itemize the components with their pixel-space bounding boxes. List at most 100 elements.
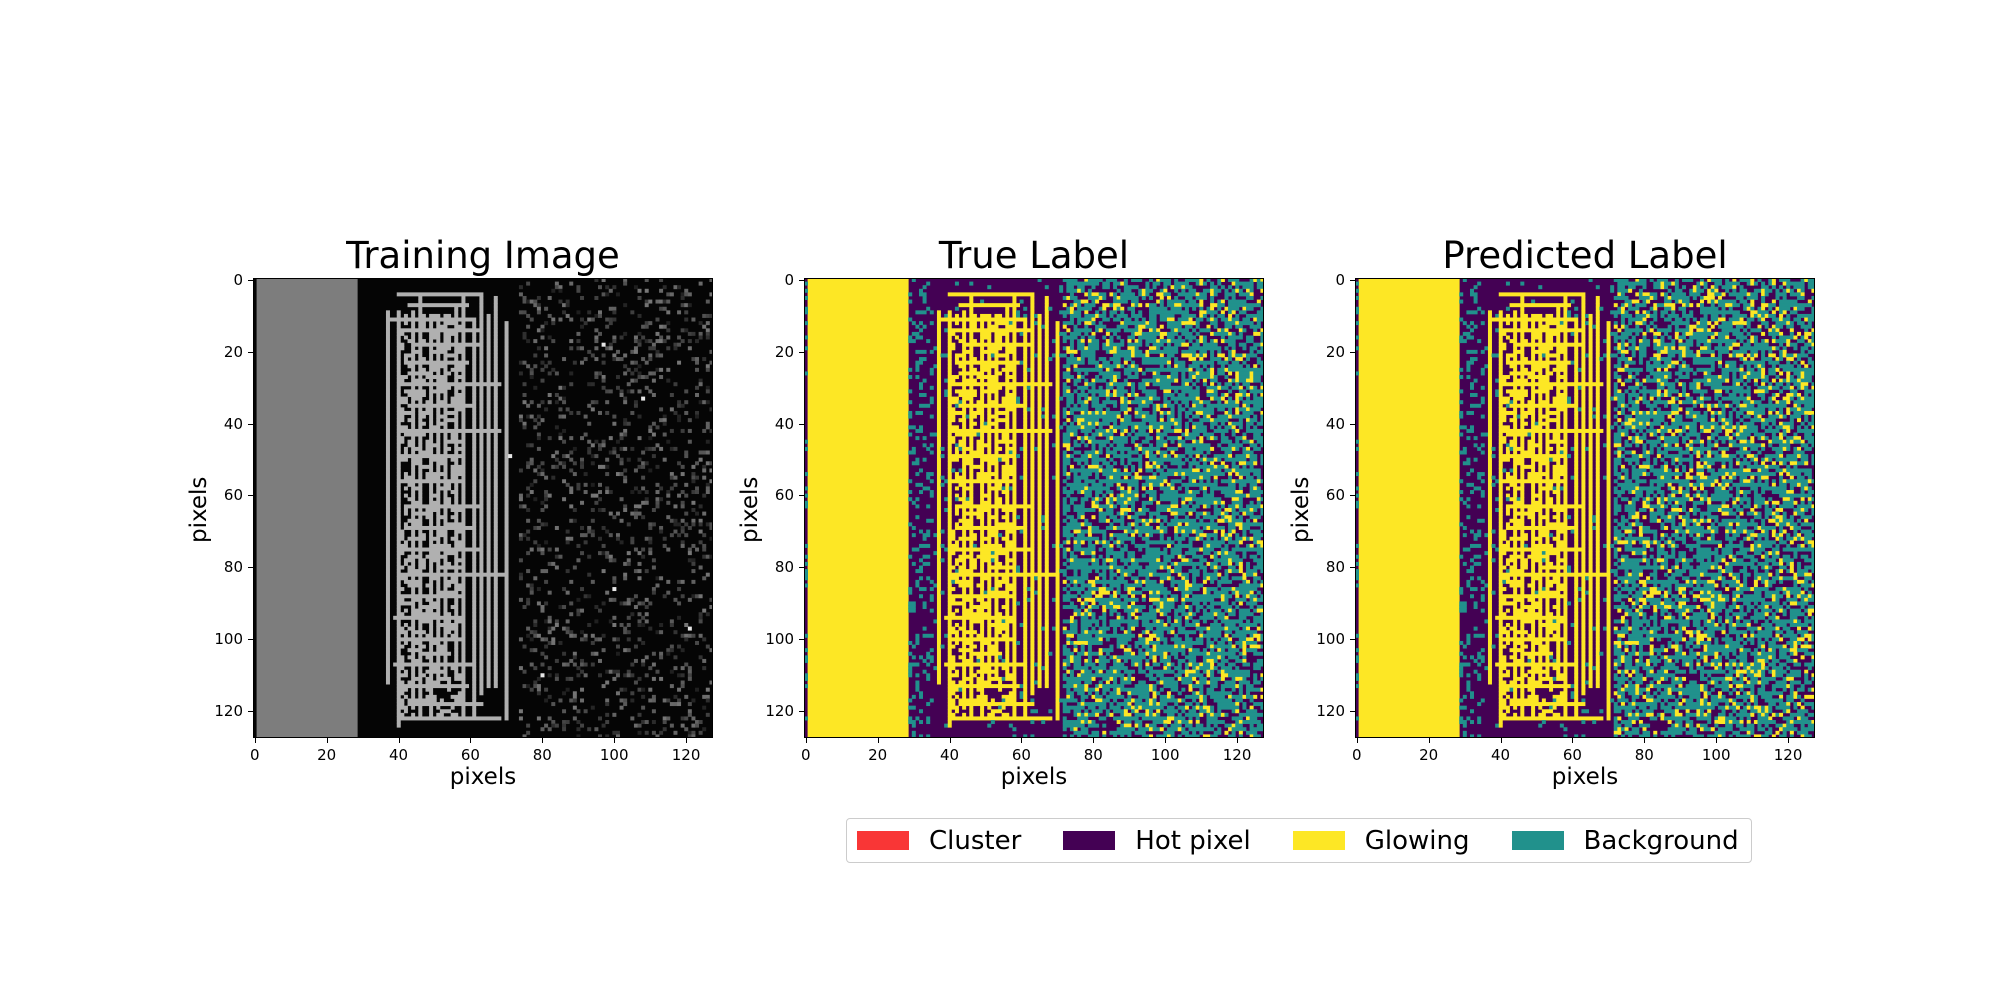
train-grid-run	[396, 648, 401, 653]
train-speck	[565, 303, 570, 308]
train-grid-run	[504, 612, 509, 617]
train-speck	[702, 554, 707, 559]
true-pixel-run	[1188, 375, 1193, 380]
true-pixel-run	[1066, 403, 1071, 408]
true-pixel-run	[969, 407, 974, 412]
true-pixel-run	[1105, 278, 1118, 282]
true-pixel-run	[1141, 418, 1157, 423]
train-speck	[562, 400, 567, 405]
true-pixel-run	[1055, 446, 1060, 451]
true-pixel-run	[1095, 407, 1103, 412]
true-pixel-run	[1163, 490, 1179, 495]
true-pixel-run	[1023, 432, 1028, 437]
train-grid-run	[436, 446, 441, 451]
true-pixel-run	[1145, 342, 1150, 347]
true-pixel-run	[958, 536, 977, 541]
true-pixel-run	[1098, 425, 1103, 430]
train-grid-run	[396, 454, 466, 459]
true-pixel-run	[980, 349, 999, 354]
train-grid-run	[504, 364, 509, 369]
train-grid-run	[396, 561, 401, 566]
true-pixel-run	[911, 533, 916, 538]
train-grid-run	[418, 508, 423, 512]
train-grid-run	[493, 630, 498, 635]
train-speck	[598, 313, 602, 318]
train-speck	[680, 633, 685, 638]
true-pixel-run	[1030, 357, 1035, 362]
train-grid-run	[504, 389, 509, 394]
true-pixel-run	[1260, 339, 1264, 344]
true-pixel-run	[1213, 536, 1218, 541]
true-pixel-run	[1170, 511, 1179, 516]
train-grid-run	[385, 630, 390, 635]
true-pixel-run	[1131, 533, 1136, 538]
true-pixel-run	[1159, 295, 1164, 300]
true-pixel-run	[1134, 324, 1139, 329]
true-pixel-run	[1149, 425, 1153, 430]
train-speck	[702, 658, 707, 663]
train-grid-run	[429, 389, 448, 394]
train-grid-run	[396, 583, 401, 588]
true-pixel-run	[1235, 378, 1240, 383]
true-pixel-run	[915, 349, 927, 354]
train-speck	[565, 313, 570, 318]
train-grid-run	[479, 684, 484, 689]
train-grid-run	[411, 511, 434, 516]
true-pixel-run	[1030, 410, 1035, 415]
train-speck	[590, 454, 595, 459]
true-pixel-run	[1012, 450, 1017, 455]
true-pixel-run	[1231, 461, 1236, 466]
train-grid-run	[493, 421, 498, 426]
true-pixel-run	[1109, 425, 1114, 430]
true-pixel-run	[1077, 418, 1085, 423]
true-pixel-run	[1152, 407, 1157, 412]
true-pixel-run	[1253, 385, 1258, 390]
true-pixel-run	[1113, 497, 1118, 502]
train-grid-run	[479, 400, 484, 405]
train-speck	[684, 623, 689, 627]
true-pixel-run	[1238, 482, 1247, 487]
train-grid-run	[429, 590, 434, 595]
true-pixel-run	[947, 446, 952, 451]
true-pixel-run	[1195, 403, 1204, 408]
true-pixel-run	[1134, 371, 1139, 376]
true-pixel-run	[980, 490, 985, 495]
train-grid-run	[385, 511, 390, 516]
true-pixel-run	[1030, 522, 1035, 527]
train-grid-run	[493, 508, 498, 512]
true-pixel-run	[1069, 518, 1078, 523]
true-pixel-run	[1166, 342, 1171, 347]
true-pixel-run	[1253, 432, 1261, 437]
train-speck	[669, 428, 674, 433]
true-pixel-run	[1087, 529, 1092, 534]
true-pixel-run	[1163, 443, 1168, 448]
train-speck	[594, 637, 599, 642]
true-pixel-run	[936, 551, 941, 556]
true-pixel-run	[1023, 536, 1028, 541]
true-pixel-run	[1181, 378, 1193, 383]
train-grid-run	[472, 698, 477, 703]
train-speck	[569, 601, 574, 606]
train-speck	[691, 357, 696, 362]
train-speck	[598, 673, 602, 678]
train-grid-run	[461, 331, 466, 336]
true-pixel-run	[1113, 461, 1118, 466]
train-grid-run	[385, 666, 390, 671]
train-grid-run	[472, 393, 477, 397]
true-pixel-run	[1177, 522, 1182, 527]
true-pixel-run	[915, 436, 920, 441]
true-pixel-run	[1224, 375, 1229, 380]
true-pixel-run	[1149, 518, 1153, 523]
train-grid-run	[486, 414, 491, 419]
true-pixel-run	[980, 313, 992, 318]
train-speck	[626, 421, 631, 426]
true-pixel-run	[1030, 396, 1035, 401]
train-speck	[533, 339, 538, 344]
train-grid-run	[461, 533, 466, 538]
true-pixel-run	[1087, 339, 1092, 344]
true-pixel-run	[1184, 497, 1193, 502]
train-speck	[623, 446, 628, 451]
true-pixel-run	[1077, 339, 1082, 344]
true-pixel-run	[1256, 540, 1264, 545]
train-speck	[569, 410, 574, 415]
